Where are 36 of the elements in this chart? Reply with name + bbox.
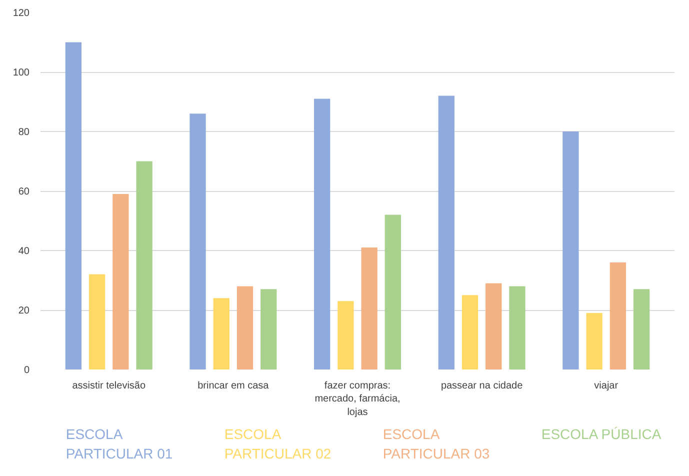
y-tick-label: 0 <box>24 365 30 376</box>
bar <box>112 194 129 370</box>
text: ESCOLA PÚBLICA <box>541 426 662 442</box>
bar <box>509 286 526 370</box>
bar <box>213 298 230 370</box>
x-tick-label: viajar <box>594 380 619 392</box>
bar <box>486 283 502 370</box>
bar <box>586 312 602 370</box>
y-tick-label: 20 <box>18 306 30 316</box>
bar <box>633 289 650 370</box>
bar <box>88 274 106 370</box>
bar <box>438 96 454 370</box>
bar <box>260 289 277 370</box>
text: ESCOLA PARTICULAR 01 <box>66 426 173 462</box>
y-tick-label: 120 <box>12 8 30 19</box>
text: ESCOLA PARTICULAR 03 <box>382 426 490 462</box>
bar <box>384 214 402 370</box>
x-tick-label: assistir televisão <box>72 380 146 392</box>
bar <box>610 262 626 370</box>
text: ESCOLA PARTICULAR 02 <box>224 426 332 462</box>
bar <box>136 161 152 370</box>
bar <box>462 295 478 370</box>
bar <box>314 98 330 370</box>
x-tick-label: fazer compras: mercado, farmácia, lojas <box>314 380 400 418</box>
bar <box>236 286 254 370</box>
x-tick-label: passear na cidade <box>440 380 524 392</box>
y-tick-label: 60 <box>18 186 30 198</box>
bar <box>338 301 354 370</box>
bar <box>190 114 206 370</box>
bar <box>65 42 82 370</box>
bar <box>562 132 579 370</box>
x-tick-label: brincar em casa <box>198 380 270 392</box>
y-tick-label: 40 <box>18 246 30 257</box>
y-tick-label: 80 <box>18 127 30 138</box>
y-tick-label: 100 <box>12 68 30 78</box>
bar <box>361 248 378 370</box>
